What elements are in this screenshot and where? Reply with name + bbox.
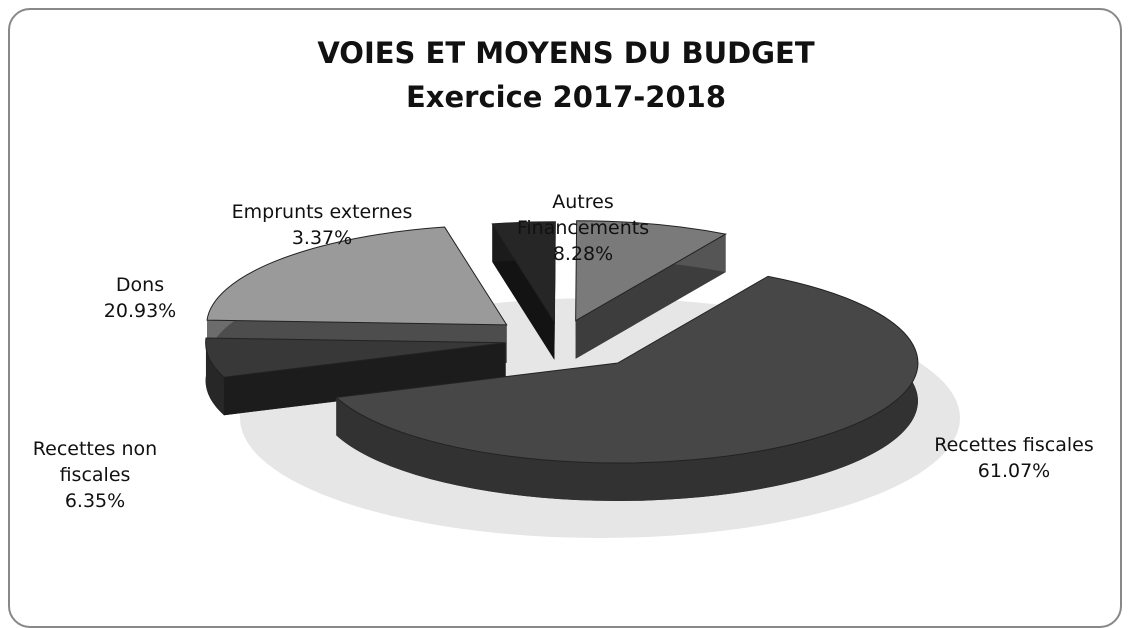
slice xyxy=(335,275,919,464)
data-label: Emprunts externes 3.37% xyxy=(212,199,432,251)
value-label: 3.37% xyxy=(291,227,353,249)
slice xyxy=(206,226,508,326)
category-label: Autres Financements xyxy=(516,191,650,239)
slice xyxy=(205,337,506,378)
data-label: Dons 20.93% xyxy=(80,272,200,324)
data-label: Recettes non fiscales 6.35% xyxy=(25,436,165,514)
category-label: Emprunts externes xyxy=(231,201,413,223)
slice-side xyxy=(205,338,224,416)
slice xyxy=(575,220,728,322)
category-label: Dons xyxy=(115,274,165,296)
value-label: 8.28% xyxy=(552,243,614,265)
data-label: Autres Financements 8.28% xyxy=(503,189,663,267)
category-label: Recettes fiscales xyxy=(934,434,1094,456)
slice xyxy=(491,221,556,324)
value-label: 6.35% xyxy=(64,490,126,512)
data-label: Recettes fiscales 61.07% xyxy=(914,432,1114,484)
category-label: Recettes non fiscales xyxy=(32,438,158,486)
chart-title: VOIES ET MOYENS DU BUDGET xyxy=(317,36,815,70)
value-label: 20.93% xyxy=(103,300,177,322)
chart-subtitle: Exercice 2017-2018 xyxy=(405,80,727,114)
value-label: 61.07% xyxy=(977,460,1051,482)
